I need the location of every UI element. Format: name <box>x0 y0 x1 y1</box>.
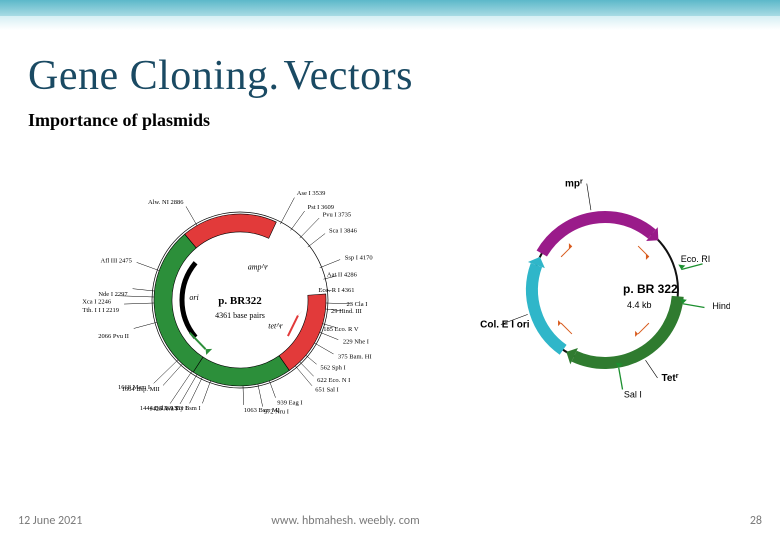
site-label: Tth. I I I 2219 <box>82 307 119 314</box>
site-arrow <box>681 264 702 270</box>
arc-leader <box>587 184 591 211</box>
tet-label: tet^r <box>268 321 283 330</box>
site-tick <box>133 289 155 291</box>
ring-segment <box>185 214 277 248</box>
gradient-top <box>0 0 780 16</box>
site-label: 229 Nhe I <box>343 339 369 346</box>
page-subtitle: Importance of plasmids <box>28 110 210 131</box>
site-label: Xca I 2246 <box>82 298 112 305</box>
footer-date: 12 June 2021 <box>18 514 82 528</box>
ori-label: ori <box>189 293 198 302</box>
right-plasmid: p. BR 322 4.4 kb Eco. RI Hind. III Sal I mpr T… <box>480 178 730 399</box>
site-tick <box>154 360 178 384</box>
site-tick <box>163 364 182 386</box>
gene-arrowhead <box>206 349 213 355</box>
footer-url: www. hbmahesh. weebly. com <box>271 514 420 528</box>
site-tick <box>314 343 333 354</box>
site-tick <box>190 377 203 403</box>
site-tick <box>134 322 157 328</box>
plasmid-name: p. BR 322 <box>623 282 678 296</box>
site-label: 185 Eco. R V <box>323 326 359 333</box>
site-label: Alw. NI 2886 <box>148 199 184 206</box>
page-title: Gene Cloning.Vectors <box>28 52 413 100</box>
site-arrow-label: Sal I <box>624 389 642 399</box>
site-label: Afl III 2475 <box>101 258 132 265</box>
gene-arc <box>574 296 678 363</box>
arc-label: mpr <box>565 178 583 190</box>
ring-segment <box>154 234 203 372</box>
gene-arrow <box>190 333 206 349</box>
site-tick <box>269 381 275 398</box>
slide: Gene Cloning.Vectors Importance of plasm… <box>0 0 780 540</box>
arc-leader <box>646 360 658 378</box>
arc-label: Col. E I ori <box>480 320 530 331</box>
site-label: Aat II 4286 <box>327 272 358 279</box>
gene-arc <box>542 217 652 254</box>
site-tick <box>320 260 340 268</box>
site-label: 1063 Bsp. MI <box>244 407 280 414</box>
ring-segment <box>279 294 326 370</box>
title-part1: Gene Cloning. <box>28 53 279 99</box>
plasmid-size: 4.4 kb <box>627 300 652 310</box>
site-tick <box>280 198 294 224</box>
site-tick <box>137 262 160 270</box>
site-label: Sca I 3846 <box>329 227 358 234</box>
header-gradient <box>0 0 780 36</box>
inner-arrowhead <box>558 320 561 326</box>
inner-arrow <box>561 323 572 334</box>
site-label: 562 Sph I <box>320 364 345 371</box>
site-arrow-label: Hind. III <box>712 301 730 311</box>
site-tick <box>186 206 197 225</box>
footer-page: 28 <box>750 514 762 528</box>
site-label: Eco. R I 4361 <box>318 287 354 294</box>
site-tick <box>308 234 325 248</box>
gradient-bottom <box>0 16 780 30</box>
amp-label: amp^r <box>248 262 269 271</box>
site-arrow <box>619 368 623 390</box>
arc-label: Tetr <box>662 372 679 384</box>
site-label: 651 Sal I <box>315 387 338 394</box>
plasmid-svg: ori amp^r tet^r p. BR322 4361 base pairs Eco.… <box>70 155 730 435</box>
site-label: 375 Bam. HI <box>338 354 372 361</box>
site-label: 1444 Bal I <box>140 405 167 412</box>
site-tick <box>306 355 317 364</box>
site-tick <box>291 211 305 230</box>
site-label: 23 Cla I <box>346 301 367 308</box>
gene-arc <box>532 265 563 350</box>
site-arrow <box>683 304 705 308</box>
site-tick <box>124 303 154 304</box>
left-plasmid: ori amp^r tet^r p. BR322 4361 base pairs Eco.… <box>82 190 372 415</box>
plasmid-size: 4361 base pairs <box>215 311 265 320</box>
inner-arrowhead <box>635 331 638 337</box>
site-tick <box>300 218 319 238</box>
inner-arrow <box>638 323 649 334</box>
site-tick <box>320 332 339 339</box>
site-tick <box>170 371 192 403</box>
site-tick <box>295 366 312 386</box>
site-tick <box>300 362 314 376</box>
gene-arrow <box>288 316 298 337</box>
plasmid-figure: ori amp^r tet^r p. BR322 4361 base pairs Eco.… <box>70 155 730 435</box>
site-label: Ssp I 4170 <box>345 255 373 262</box>
site-label: 1668 Mam I <box>118 384 150 391</box>
site-label: 939 Eag I <box>277 399 302 406</box>
site-label: Pst I 3609 <box>308 204 334 211</box>
site-label: 2066 Pvu II <box>98 333 129 340</box>
plasmid-name: p. BR322 <box>218 295 262 307</box>
site-tick <box>180 374 197 403</box>
site-label: 29 Hind. III <box>331 308 362 315</box>
site-tick <box>202 381 210 404</box>
site-arrow-label: Eco. RI <box>681 254 711 264</box>
site-tick <box>258 384 263 406</box>
site-label: Ase I 3539 <box>297 190 326 197</box>
site-label: Pvu I 3735 <box>323 211 352 218</box>
site-label: 622 Eco. N I <box>317 377 350 384</box>
footer: 12 June 2021 www. hbmahesh. weebly. com … <box>0 514 780 528</box>
site-tick <box>243 386 244 405</box>
title-part2: Vectors <box>283 53 412 99</box>
site-label: Nde I 2297 <box>98 291 128 298</box>
